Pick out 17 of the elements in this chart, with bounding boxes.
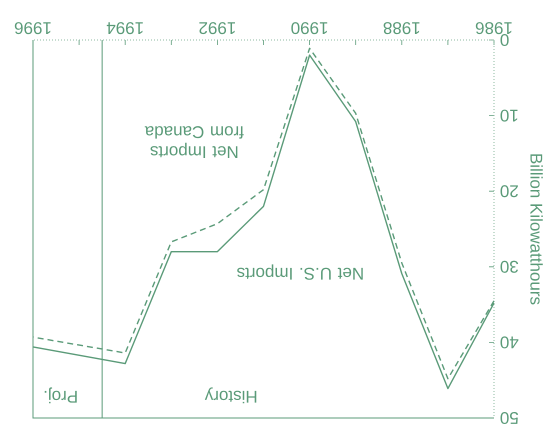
y-tick-label: 0 bbox=[500, 34, 509, 46]
x-tick-label: 1992 bbox=[199, 22, 236, 34]
x-tick-label: 1994 bbox=[106, 22, 143, 34]
x-tick-label: 1986 bbox=[476, 22, 512, 34]
y-tick-label: 40 bbox=[500, 336, 518, 348]
annotation: History bbox=[204, 387, 256, 404]
x-tick-label: 1988 bbox=[384, 22, 420, 34]
x-tick-label: 1990 bbox=[291, 22, 328, 34]
y-tick-label: 20 bbox=[500, 185, 518, 198]
y-axis-title: Billion Kilowatthours bbox=[530, 154, 543, 304]
x-tick-label: 1996 bbox=[14, 22, 51, 34]
y-tick-label: 50 bbox=[500, 412, 518, 424]
annotation: Proj. bbox=[44, 387, 77, 404]
series-label: Net U.S. Imports bbox=[237, 264, 363, 280]
series-label: Net Imports from Canada bbox=[144, 126, 244, 158]
y-tick-label: 30 bbox=[500, 260, 518, 273]
y-tick-label: 10 bbox=[500, 110, 518, 122]
